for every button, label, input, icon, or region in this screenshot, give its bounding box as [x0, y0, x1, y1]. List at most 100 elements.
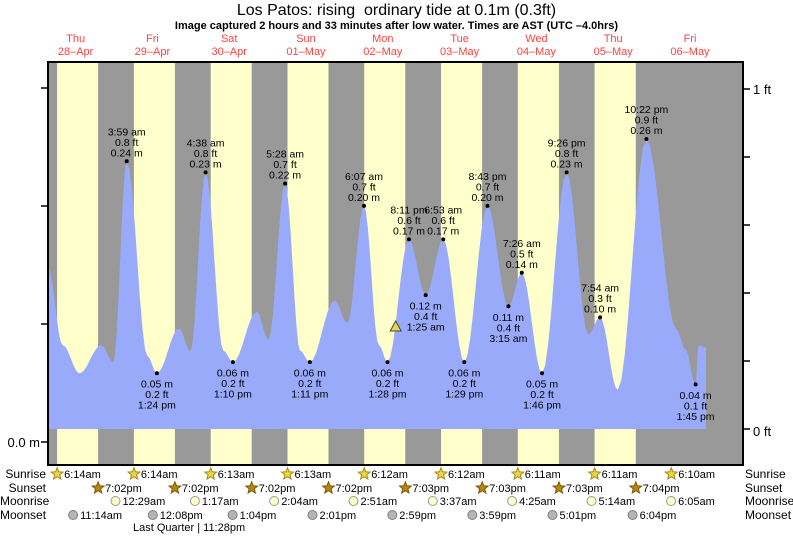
- tide-point: [307, 360, 312, 365]
- sun-moon-time-label: 7:03pm: [489, 483, 526, 495]
- day-weekday-label: Tue: [450, 33, 469, 45]
- tide-annotation-line: 1:11 pm: [291, 389, 328, 401]
- tide-point: [485, 203, 490, 208]
- day-date-label: 30–Apr: [211, 46, 247, 58]
- sunset-icon: [90, 480, 106, 495]
- tide-annotation-line: 0.14 m: [506, 259, 538, 271]
- row-label-moonset-right: Moonset: [745, 508, 792, 522]
- row-label-moonset-left: Moonset: [0, 508, 47, 522]
- row-label-sunrise-right: Sunrise: [745, 467, 786, 481]
- tide-annotation-line: 7:26 am: [503, 238, 541, 250]
- tide-annotation-line: 8:11 pm: [390, 204, 427, 216]
- moonrise-icon: [269, 496, 280, 506]
- tide-annotation-line: 0.20 m: [471, 192, 503, 204]
- sun-moon-time-label: 4:25am: [519, 496, 556, 508]
- tide-area: [48, 139, 706, 429]
- day-date-label: 01–May: [286, 46, 326, 58]
- tide-point: [283, 181, 288, 186]
- day-weekday-label: Mon: [372, 33, 393, 45]
- tide-point: [540, 371, 545, 376]
- sun-moon-time-label: 6:11am: [602, 469, 638, 481]
- day-weekday-label: Wed: [525, 33, 547, 45]
- tide-point: [385, 360, 390, 365]
- moonset-icon: [547, 510, 558, 520]
- sunrise-icon: [356, 466, 372, 481]
- moonset-icon: [147, 510, 158, 520]
- sunrise-icon: [664, 466, 679, 481]
- sunset-icon: [244, 480, 259, 495]
- sun-moon-time-label: 12:29am: [123, 496, 166, 508]
- tide-annotation-line: 0.10 m: [584, 303, 616, 315]
- sunset-icon: [167, 480, 183, 495]
- sun-moon-time-label: 7:02pm: [182, 483, 219, 495]
- plot-frame: [47, 61, 744, 466]
- tide-point: [124, 159, 129, 164]
- tide-annotation-line: 9:26 pm: [548, 137, 586, 149]
- tide-point: [154, 371, 159, 376]
- tide-annotation-line: 0.8 ft: [555, 148, 578, 160]
- moonset-icon: [387, 510, 398, 520]
- tide-point: [441, 237, 446, 242]
- moon-phase-label: Last Quarter | 11:28pm: [133, 522, 245, 534]
- tide-annotation-line: 0.17 m: [393, 225, 425, 237]
- tide-annotation-line: 4:38 am: [187, 137, 225, 149]
- tide-annotation-line: 10:22 pm: [625, 104, 669, 116]
- day-weekday-label: Thu: [66, 33, 85, 45]
- sun-moon-time-label: 7:04pm: [643, 483, 680, 495]
- tide-annotation-line: 8:43 pm: [469, 171, 507, 183]
- sun-moon-time-label: 1:17am: [202, 496, 239, 508]
- moonset-icon: [68, 510, 79, 520]
- tide-annotation-line: 0.04 m: [680, 390, 712, 402]
- tide-annotation-line: 0.23 m: [190, 158, 222, 170]
- tide-point: [230, 360, 235, 365]
- moonrise-icon: [586, 496, 597, 506]
- tide-point: [423, 293, 428, 298]
- sun-moon-time-label: 6:13am: [218, 469, 255, 481]
- tide-annotation-line: 0.2 ft: [298, 378, 321, 390]
- sunrise-icon: [50, 466, 65, 481]
- tide-annotation-line: 7:54 am: [581, 282, 619, 294]
- day-weekday-label: Sun: [296, 33, 316, 45]
- moonset-icon: [467, 510, 478, 520]
- tide-annotation-line: 0.8 ft: [194, 148, 217, 160]
- tide-annotation-line: 0.7 ft: [352, 181, 375, 193]
- moonrise-icon: [427, 496, 438, 506]
- day-date-label: 06–May: [670, 46, 710, 58]
- day-date-label: 03–May: [440, 46, 480, 58]
- tide-annotation-line: 0.12 m: [410, 301, 442, 313]
- row-label-moonrise-left: Moonrise: [0, 494, 50, 508]
- sunrise-icon: [433, 466, 449, 481]
- day-weekday-label: Sat: [221, 33, 238, 45]
- tide-annotation-line: 1:10 pm: [214, 389, 252, 401]
- tide-point: [462, 360, 467, 365]
- current-time-marker-icon: [389, 319, 403, 332]
- sun-moon-time-label: 6:12am: [371, 469, 408, 481]
- sun-moon-time-label: 7:03pm: [566, 483, 603, 495]
- chart-title: Los Patos: rising ordinary tide at 0.1m …: [236, 2, 557, 19]
- day-date-label: 05–May: [594, 46, 634, 58]
- y-axis-label-feet-bottom: 0 ft: [753, 424, 772, 439]
- sun-moon-time-label: 6:14am: [141, 469, 178, 481]
- day-weekday-label: Thu: [604, 33, 623, 45]
- row-label-sunset-left: Sunset: [8, 481, 46, 495]
- sunrise-icon: [203, 466, 218, 481]
- tide-annotation-line: 0.3 ft: [588, 293, 611, 305]
- sun-moon-time-label: 2:01pm: [320, 510, 357, 522]
- tide-annotation-line: 0.17 m: [427, 225, 459, 237]
- tide-point: [203, 170, 208, 175]
- tide-annotation-line: 0.9 ft: [635, 115, 658, 127]
- day-date-label: 28–Apr: [58, 46, 94, 58]
- sun-moon-time-label: 7:02pm: [259, 483, 296, 495]
- row-label-moonrise-right: Moonrise: [745, 494, 793, 508]
- sunset-icon: [551, 480, 567, 495]
- sunset-icon: [628, 480, 643, 495]
- tide-annotation-line: 0.06 m: [371, 368, 403, 380]
- day-weekday-label: Fri: [684, 33, 697, 45]
- y-axis-label-feet-top: 1 ft: [753, 82, 772, 97]
- moonset-icon: [227, 510, 238, 520]
- tide-annotation-line: 1:45 pm: [677, 411, 715, 423]
- sun-moon-time-label: 11:14am: [80, 510, 122, 522]
- tide-annotation-line: 0.2 ft: [530, 389, 553, 401]
